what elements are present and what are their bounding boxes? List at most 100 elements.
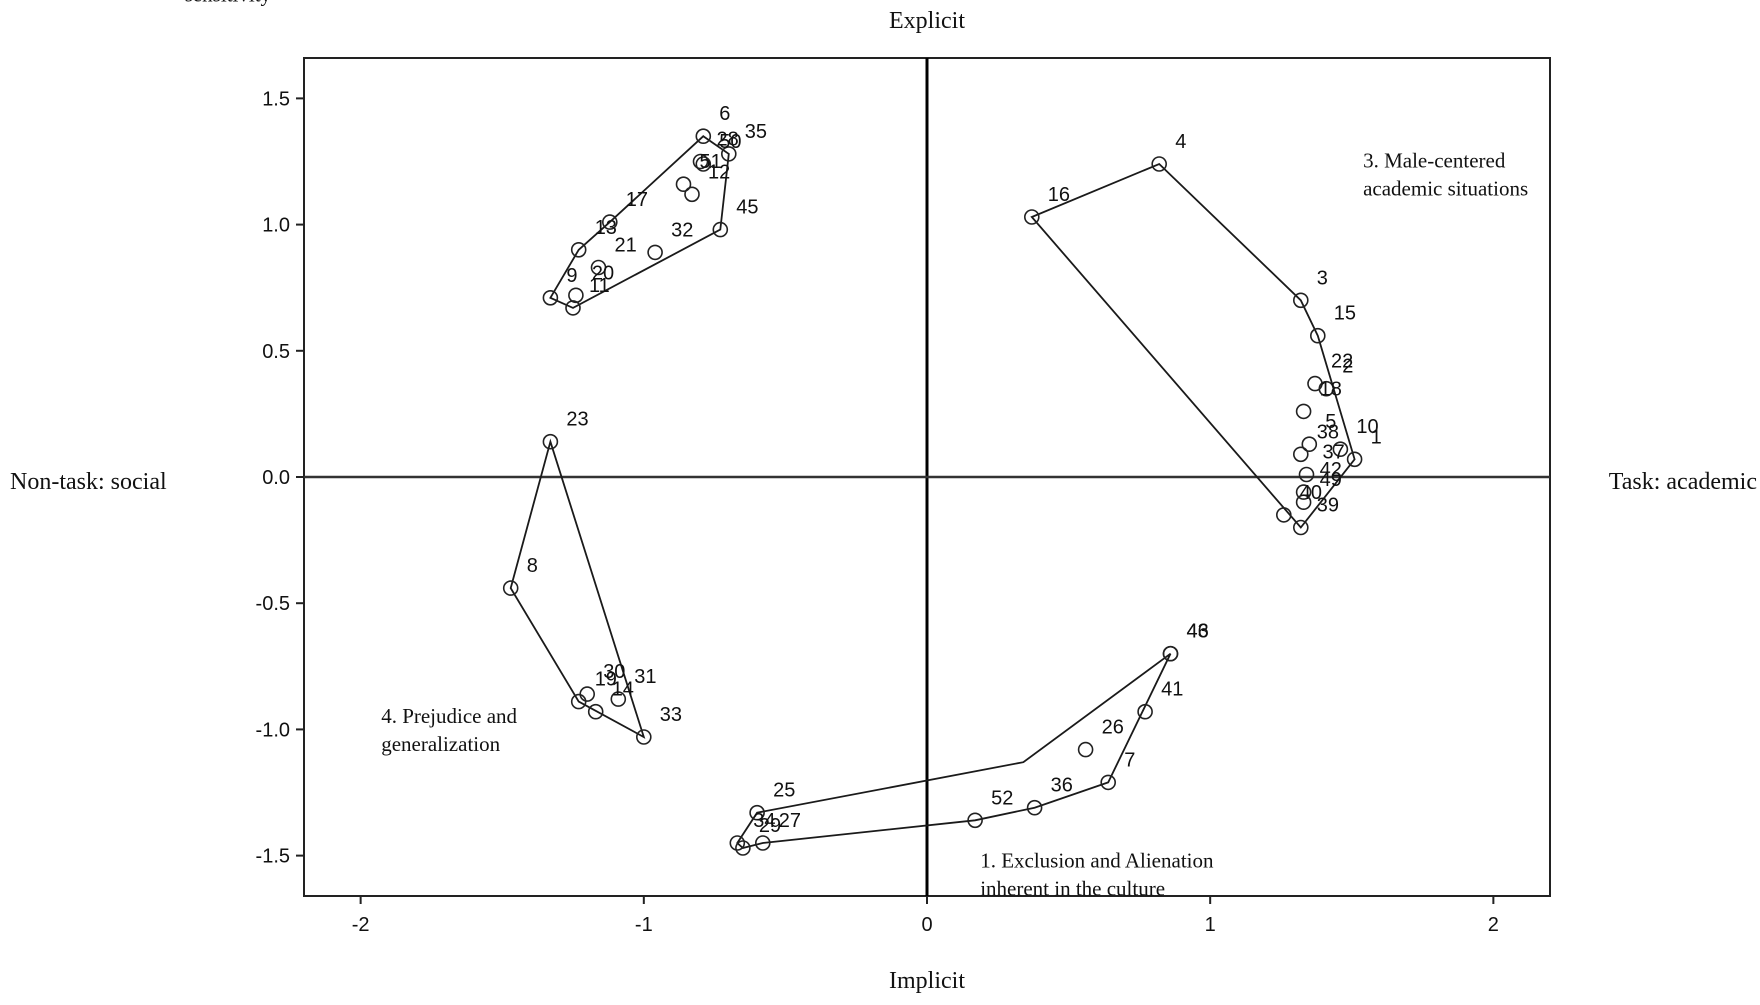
point-label-37: 37 bbox=[1323, 442, 1345, 464]
point-label-32: 32 bbox=[671, 219, 693, 241]
data-point-10 bbox=[1332, 441, 1349, 458]
data-point-33 bbox=[635, 729, 652, 745]
data-point-9 bbox=[542, 289, 559, 306]
data-point-1 bbox=[1346, 451, 1363, 468]
point-label-19: 19 bbox=[595, 669, 617, 691]
point-label-6: 6 bbox=[719, 103, 730, 125]
point-label-11: 11 bbox=[589, 275, 610, 297]
cluster-label-3-line-2: academic situations bbox=[1363, 176, 1528, 200]
data-point-34 bbox=[729, 835, 746, 851]
data-point-36 bbox=[1026, 799, 1043, 816]
data-point-18 bbox=[1295, 403, 1312, 420]
cluster-hull-3 bbox=[1030, 162, 1356, 529]
cluster-label-1-line-1: 1. Exclusion and Alienation bbox=[980, 849, 1214, 873]
point-label-14: 14 bbox=[612, 679, 634, 701]
point-label-3: 3 bbox=[1317, 267, 1328, 289]
data-point-26 bbox=[1077, 741, 1094, 758]
point-label-41: 41 bbox=[1161, 679, 1183, 701]
data-point-46 bbox=[1162, 645, 1179, 662]
point-label-5: 5 bbox=[1325, 411, 1336, 433]
data-point-27 bbox=[754, 835, 771, 851]
point-labels: 1234567891011121314151617181920212223252… bbox=[527, 103, 1382, 837]
data-point-52 bbox=[967, 812, 983, 829]
x-axis-ticks: -2 -1 0 1 2 bbox=[352, 896, 1499, 936]
data-point-40 bbox=[1276, 507, 1292, 523]
point-label-45: 45 bbox=[736, 197, 758, 219]
reference-lines bbox=[304, 58, 1550, 896]
point-label-50: 50 bbox=[719, 131, 741, 153]
cluster-hull-4 bbox=[509, 438, 646, 739]
point-label-33: 33 bbox=[660, 704, 682, 726]
point-label-20: 20 bbox=[592, 262, 614, 284]
data-point-6 bbox=[695, 128, 712, 144]
data-point-49 bbox=[1295, 494, 1312, 511]
point-label-4: 4 bbox=[1175, 131, 1186, 153]
x-tick-label-0: -2 bbox=[352, 914, 370, 936]
point-label-18: 18 bbox=[1320, 378, 1342, 400]
point-label-21: 21 bbox=[615, 235, 637, 257]
point-label-8: 8 bbox=[527, 555, 538, 577]
data-point-15 bbox=[1310, 327, 1326, 344]
y-tick-label-4: -0.5 bbox=[256, 593, 290, 615]
point-label-22: 22 bbox=[1331, 351, 1353, 373]
data-point-29 bbox=[735, 840, 751, 856]
data-point-25 bbox=[749, 804, 765, 821]
data-point-16 bbox=[1024, 209, 1040, 225]
data-point-5 bbox=[1301, 436, 1318, 453]
data-point-45 bbox=[712, 221, 729, 238]
data-point-21 bbox=[590, 259, 607, 276]
point-label-38: 38 bbox=[1317, 421, 1339, 443]
axis-title-left: Non-task: social bbox=[10, 469, 167, 495]
x-tick-label-2: 0 bbox=[921, 914, 932, 936]
point-label-29: 29 bbox=[759, 815, 781, 837]
point-label-28: 28 bbox=[717, 129, 739, 151]
y-axis-ticks: 1.5 1.0 0.5 0.0 -0.5 -1.0 -1.5 bbox=[256, 88, 304, 868]
axis-title-bottom: Implicit bbox=[889, 968, 965, 994]
y-tick-label-2: 0.5 bbox=[262, 341, 290, 363]
x-tick-label-1: -1 bbox=[635, 914, 653, 936]
data-point-41 bbox=[1137, 703, 1153, 720]
data-point-39 bbox=[1293, 519, 1309, 536]
point-label-17: 17 bbox=[626, 189, 648, 211]
x-tick-label-3: 1 bbox=[1205, 914, 1216, 936]
y-tick-label-6: -1.5 bbox=[256, 846, 290, 868]
data-point-35 bbox=[720, 146, 737, 162]
data-point-20 bbox=[568, 287, 584, 304]
cluster-label-2-line-3: sensitivity bbox=[185, 0, 272, 7]
data-point-4 bbox=[1151, 156, 1167, 172]
data-point-38 bbox=[1293, 446, 1309, 463]
cluster-labels: 1. Exclusion and Alienation inherent in t… bbox=[185, 0, 1528, 901]
point-label-34: 34 bbox=[753, 810, 775, 832]
point-label-49: 49 bbox=[1320, 469, 1342, 491]
axis-title-right: Task: academic bbox=[1609, 469, 1757, 495]
data-point-32 bbox=[647, 244, 663, 261]
point-label-35: 35 bbox=[745, 121, 767, 143]
point-label-10: 10 bbox=[1356, 416, 1378, 438]
point-label-13: 13 bbox=[595, 217, 617, 239]
point-label-2: 2 bbox=[1342, 356, 1353, 378]
point-label-36: 36 bbox=[1051, 775, 1073, 797]
point-label-9: 9 bbox=[566, 265, 577, 287]
data-point-42 bbox=[1295, 484, 1312, 500]
data-point-22 bbox=[1307, 375, 1323, 392]
point-label-51: 51 bbox=[700, 151, 722, 173]
cluster-label-1-line-2: inherent in the culture bbox=[980, 877, 1165, 901]
data-point-30 bbox=[579, 686, 596, 702]
cluster-hull-1 bbox=[736, 652, 1172, 849]
y-tick-label-3: 0.0 bbox=[262, 467, 290, 489]
y-tick-label-1: 1.0 bbox=[262, 215, 290, 237]
point-label-40: 40 bbox=[1300, 482, 1322, 504]
axis-title-top: Explicit bbox=[889, 8, 965, 34]
data-point-3 bbox=[1293, 292, 1309, 309]
point-label-31: 31 bbox=[634, 666, 656, 688]
data-point-12 bbox=[684, 186, 700, 203]
point-label-7: 7 bbox=[1124, 749, 1135, 771]
point-label-1: 1 bbox=[1371, 426, 1382, 448]
point-label-12: 12 bbox=[708, 161, 730, 183]
data-point-13 bbox=[570, 242, 587, 258]
point-label-15: 15 bbox=[1334, 303, 1356, 325]
point-label-26: 26 bbox=[1102, 717, 1124, 739]
data-point-50 bbox=[695, 156, 712, 172]
point-label-16: 16 bbox=[1048, 184, 1070, 206]
